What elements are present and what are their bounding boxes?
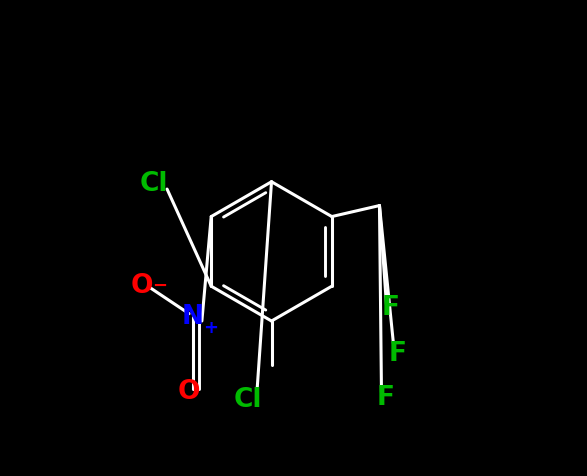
Text: O: O: [130, 273, 153, 299]
Text: Cl: Cl: [234, 387, 262, 413]
Text: Cl: Cl: [140, 170, 168, 197]
Text: +: +: [204, 319, 218, 337]
Text: F: F: [389, 341, 407, 367]
Text: O: O: [178, 379, 200, 406]
Text: F: F: [376, 385, 394, 411]
Text: F: F: [382, 295, 400, 321]
Text: N: N: [182, 304, 204, 330]
Text: −: −: [152, 277, 167, 295]
